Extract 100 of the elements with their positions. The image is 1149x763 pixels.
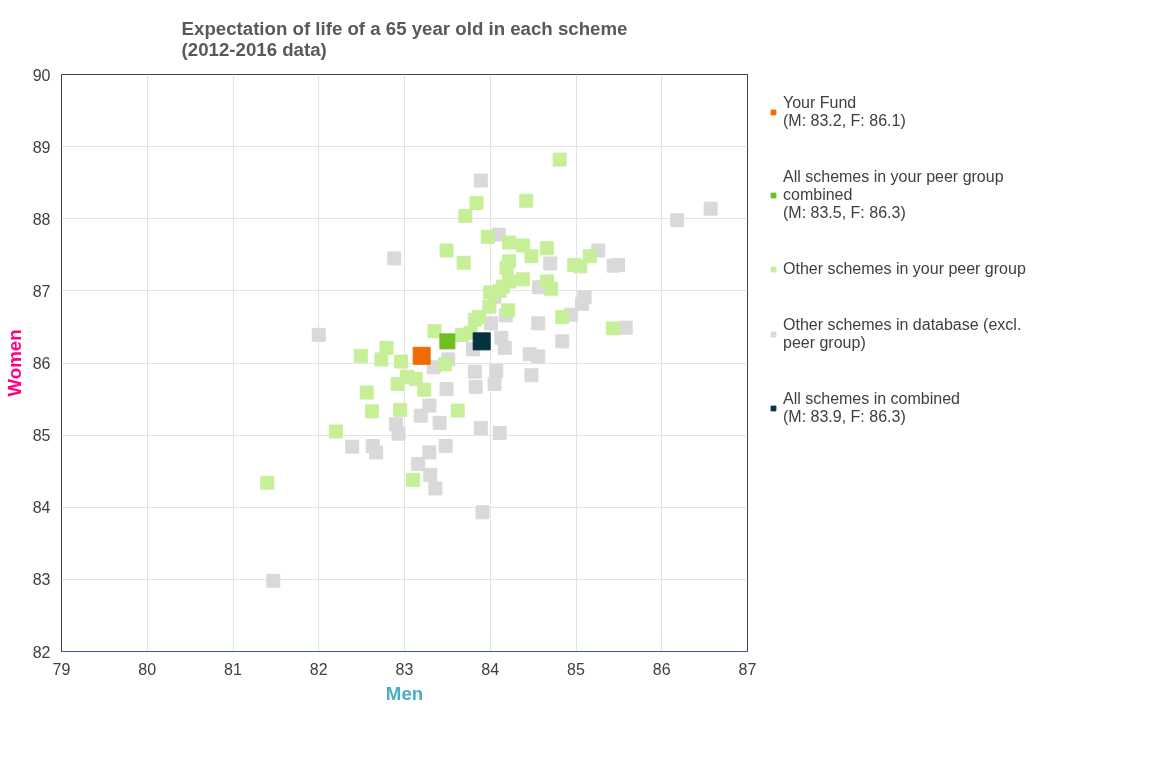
point [480, 229, 495, 244]
point [484, 316, 499, 331]
x-tick-label: 79 [52, 660, 71, 678]
y-tick-label: 85 [32, 427, 51, 445]
point [475, 505, 490, 520]
point [387, 251, 402, 266]
point [473, 420, 488, 435]
x-tick-label: 83 [395, 660, 414, 678]
point [345, 439, 360, 454]
x-tick-label: 86 [652, 660, 671, 678]
point [328, 424, 343, 439]
point [618, 320, 633, 335]
point [524, 249, 539, 264]
point [417, 382, 432, 397]
point [473, 173, 488, 188]
chart-title: Expectation of life of a 65 year old in each scheme (2012-2016 data) [181, 17, 628, 60]
point [413, 408, 428, 423]
legend-label: Other schemes in your peer group [783, 260, 1026, 278]
point [423, 467, 438, 482]
x-tick-label: 81 [224, 660, 242, 678]
point [487, 376, 502, 391]
y-axis-title: Women [3, 329, 25, 397]
point [390, 376, 405, 391]
point [467, 364, 482, 379]
point [439, 381, 454, 396]
point [439, 333, 456, 350]
y-tick-label: 89 [32, 138, 51, 156]
point [456, 255, 471, 270]
point [369, 445, 384, 460]
y-tick-label: 87 [32, 282, 51, 300]
point [437, 357, 452, 372]
point [499, 260, 514, 275]
point [531, 316, 546, 331]
point [468, 379, 483, 394]
x-tick-label: 84 [481, 660, 500, 678]
point [539, 241, 554, 256]
point [359, 385, 374, 400]
legend-label: Other schemes in database (excl. peer group) [783, 316, 1022, 352]
point [411, 456, 426, 471]
point [364, 404, 379, 419]
point [394, 354, 409, 369]
point [428, 481, 443, 496]
point [515, 272, 530, 287]
point [467, 312, 482, 327]
y-tick-label: 83 [32, 571, 51, 589]
point [573, 259, 588, 274]
point [353, 348, 368, 363]
point [408, 371, 423, 386]
y-tick-label: 82 [32, 643, 51, 661]
point [379, 340, 394, 355]
point [552, 152, 567, 167]
point [492, 425, 507, 440]
point [611, 257, 626, 272]
point [489, 363, 504, 378]
point [412, 346, 431, 365]
point [483, 285, 498, 300]
x-axis-title: Men [385, 682, 424, 704]
point [266, 573, 281, 588]
point [374, 352, 389, 367]
point [311, 327, 326, 342]
point [391, 426, 406, 441]
point [670, 213, 685, 228]
x-tick-label: 87 [738, 660, 757, 678]
point [432, 415, 447, 430]
point [501, 303, 516, 318]
point [605, 321, 620, 336]
point [497, 340, 512, 355]
point [422, 398, 437, 413]
point [524, 368, 539, 383]
point [515, 238, 530, 253]
point [582, 249, 597, 264]
point [260, 475, 275, 490]
point [393, 402, 408, 417]
point [555, 309, 570, 324]
y-tick-label: 84 [32, 499, 51, 517]
point [703, 201, 718, 216]
legend-label: All schemes in combined (M: 83.9, F: 86.3) [783, 390, 960, 426]
point [531, 349, 546, 364]
point [482, 299, 497, 314]
point [544, 281, 559, 296]
point [472, 332, 491, 351]
legend-label: All schemes in your peer group combined (M: 83.5, F: 86.3) [783, 168, 1004, 222]
point [575, 296, 589, 311]
point [406, 472, 421, 487]
point [543, 256, 558, 271]
point [519, 193, 534, 208]
point [469, 195, 484, 210]
y-tick-label: 90 [32, 66, 51, 84]
x-tick-label: 85 [567, 660, 585, 678]
y-tick-label: 88 [32, 210, 51, 228]
point [439, 243, 454, 258]
x-tick-label: 82 [309, 660, 328, 678]
legend-label: Your Fund (M: 83.2, F: 86.1) [783, 94, 906, 130]
y-tick-label: 86 [32, 355, 51, 372]
point [438, 438, 453, 453]
point [502, 235, 517, 250]
point [427, 324, 442, 339]
point [555, 334, 570, 349]
point [458, 208, 473, 223]
point [450, 403, 465, 418]
